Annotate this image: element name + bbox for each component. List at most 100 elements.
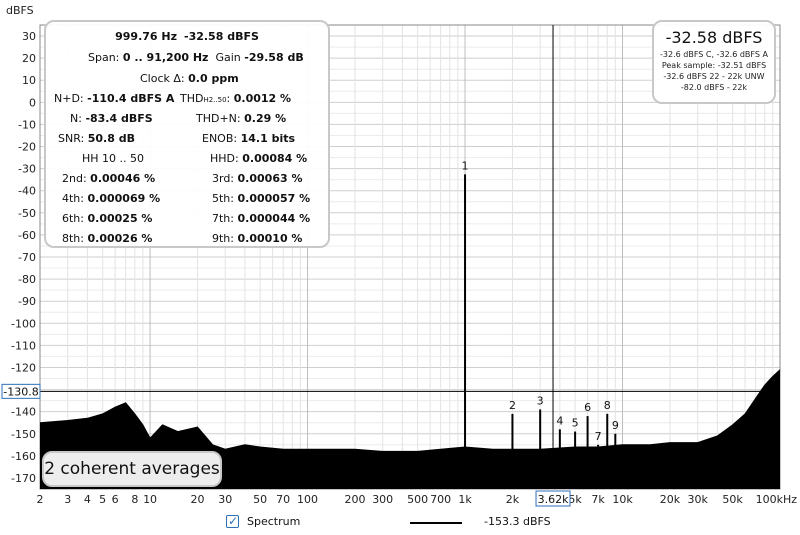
x-tick-label: 8 — [131, 493, 138, 506]
stat-h5-label: 5th: — [212, 192, 234, 205]
harmonic-peak-label: 5 — [572, 417, 579, 430]
y-tick-label: -80 — [18, 273, 36, 286]
y-tick-label: -140 — [11, 406, 36, 419]
stat-hh-label: HH 10 .. 50 — [82, 152, 145, 165]
x-tick-label: 2 — [37, 493, 44, 506]
peak-markers: 1 2 34 56 7 89 — [462, 159, 619, 450]
y-tick-label: -40 — [18, 185, 36, 198]
stat-h9-value: 0.00010 % — [237, 232, 303, 245]
stat-snr-label: SNR: — [58, 132, 85, 145]
stat-h9-label: 9th: — [212, 232, 234, 245]
peak-level-weighted: -32.6 dBFS C, -32.6 dBFS A — [660, 50, 768, 59]
x-tick-label: 500 — [407, 493, 428, 506]
stat-enob-value: 14.1 bits — [240, 132, 296, 145]
legend-line-swatch — [410, 522, 462, 524]
harmonic-peak-label: 9 — [612, 419, 619, 432]
y-tick-label: -60 — [18, 229, 36, 242]
y-tick-label: 30 — [22, 30, 36, 43]
x-tick-label: 30k — [687, 493, 708, 506]
y-tick-label: -90 — [18, 295, 36, 308]
y-tick-label: 20 — [22, 52, 36, 65]
legend-series-label: Spectrum — [247, 515, 301, 528]
stat-h5-value: 0.000057 % — [237, 192, 311, 205]
cursor-y-readout: -130.8 — [3, 385, 38, 398]
stat-nd-label: N+D: — [54, 92, 84, 105]
stat-h6-value: 0.00025 % — [87, 212, 153, 225]
stat-h8-value: 0.00026 % — [87, 232, 153, 245]
checkmark-icon: ✓ — [228, 514, 239, 528]
x-tick-label: 10k — [612, 493, 633, 506]
cursor-y-readout-box[interactable] — [1, 383, 41, 399]
y-tick-labels: 30 20 10 0 -10 -20 -30 -40 -50 -60 -70 -80 -90 -100 -1… — [11, 30, 36, 485]
x-tick-label: 50 — [253, 493, 267, 506]
stat-hhd-label: HHD: — [210, 152, 239, 165]
peak-level-unweighted: -32.6 dBFS 22 - 22k UNW — [663, 72, 765, 81]
y-tick-label: 0 — [29, 96, 36, 109]
x-tick-label: 30 — [218, 493, 232, 506]
stat-h7-label: 7th: — [212, 212, 234, 225]
stat-h3-value: 0.00063 % — [237, 172, 303, 185]
peak-sample: Peak sample: -32.51 dBFS — [661, 61, 767, 70]
stat-span-label: Span: — [88, 51, 120, 64]
spectrum-fill — [40, 369, 780, 489]
x-tick-labels: 2 3 4 5 6 8 10 20 30 50 70 100 200 300 500 700 1k 2k 5k 7k 1… — [37, 493, 798, 506]
y-tick-label: -150 — [11, 428, 36, 441]
stat-clock-label: Clock Δ: — [140, 72, 185, 85]
measurement-stats-panel: 999.76 Hz -32.58 dBFS Span: 0 .. 91,200 … — [44, 20, 330, 248]
y-tick-label: -30 — [18, 163, 36, 176]
legend: ✓ Spectrum -153.3 dBFS — [226, 514, 786, 534]
cursors: -130.8 3.62k — [1, 25, 780, 507]
stat-thd-sep: : — [226, 92, 231, 105]
x-tick-label: 5 — [99, 493, 106, 506]
y-tick-label: -20 — [18, 141, 36, 154]
x-tick-label: 50k — [722, 493, 743, 506]
x-tick-label: 6 — [112, 493, 119, 506]
cursor-x-readout: 3.62k — [538, 493, 569, 506]
stat-h2-label: 2nd: — [62, 172, 87, 185]
harmonic-peak-label: 4 — [556, 414, 563, 427]
x-tick-label: 1k — [458, 493, 472, 506]
spectrum-series — [39, 369, 781, 489]
harmonic-peak-label: 3 — [537, 394, 544, 407]
x-tick-label: 7k — [591, 493, 605, 506]
stat-thd-sub: H2..50 — [203, 96, 227, 104]
spectrum-checkbox[interactable]: ✓ — [226, 514, 239, 528]
harmonic-peak-label: 2 — [509, 399, 516, 412]
y-axis-title: dBFS — [6, 4, 34, 17]
stat-nd-value: -110.4 dBFS A — [87, 92, 175, 105]
x-tick-label: 4 — [84, 493, 91, 506]
x-tick-label: 20k — [660, 493, 681, 506]
stat-clock-value: 0.0 ppm — [188, 72, 239, 85]
y-tick-label: -10 — [18, 118, 36, 131]
x-tick-label: 100kHz — [756, 493, 798, 506]
x-tick-label: 300 — [372, 493, 393, 506]
stat-hhd-value: 0.00084 % — [242, 152, 308, 165]
stat-thd-value: 0.0012 % — [233, 92, 292, 105]
harmonic-peak-label: 1 — [462, 159, 469, 172]
stat-frequency: 999.76 Hz — [115, 30, 177, 43]
stat-level: -32.58 dBFS — [184, 30, 259, 43]
peak-level-band: -82.0 dBFS - 22k — [680, 83, 748, 92]
stat-snr-value: 50.8 dB — [87, 132, 135, 145]
x-tick-label: 200 — [344, 493, 365, 506]
y-tick-label: -110 — [11, 339, 36, 352]
x-tick-label: 100 — [297, 493, 318, 506]
stat-gain-value: -29.58 dB — [244, 51, 304, 64]
stat-gain-label: Gain — [215, 51, 241, 64]
harmonic-peak-label: 8 — [604, 399, 611, 412]
stat-enob-label: ENOB: — [202, 132, 238, 145]
stat-n-label: N: — [70, 112, 82, 125]
stat-h3-label: 3rd: — [212, 172, 235, 185]
x-tick-label: 10 — [143, 493, 157, 506]
y-tick-label: -120 — [11, 361, 36, 374]
stat-span-value: 0 .. 91,200 Hz — [122, 51, 209, 64]
stat-h8-label: 8th: — [62, 232, 84, 245]
averages-badge: 2 coherent averages — [42, 451, 222, 487]
stat-h2-value: 0.00046 % — [90, 172, 156, 185]
cursor-x-readout-box[interactable] — [535, 490, 571, 507]
peak-level-panel: -32.58 dBFS -32.6 dBFS C, -32.6 dBFS A P… — [652, 20, 776, 104]
x-tick-label: 70 — [276, 493, 290, 506]
stat-n-value: -83.4 dBFS — [85, 112, 153, 125]
harmonic-peak-label: 6 — [584, 401, 591, 414]
stat-h4-label: 4th: — [62, 192, 84, 205]
